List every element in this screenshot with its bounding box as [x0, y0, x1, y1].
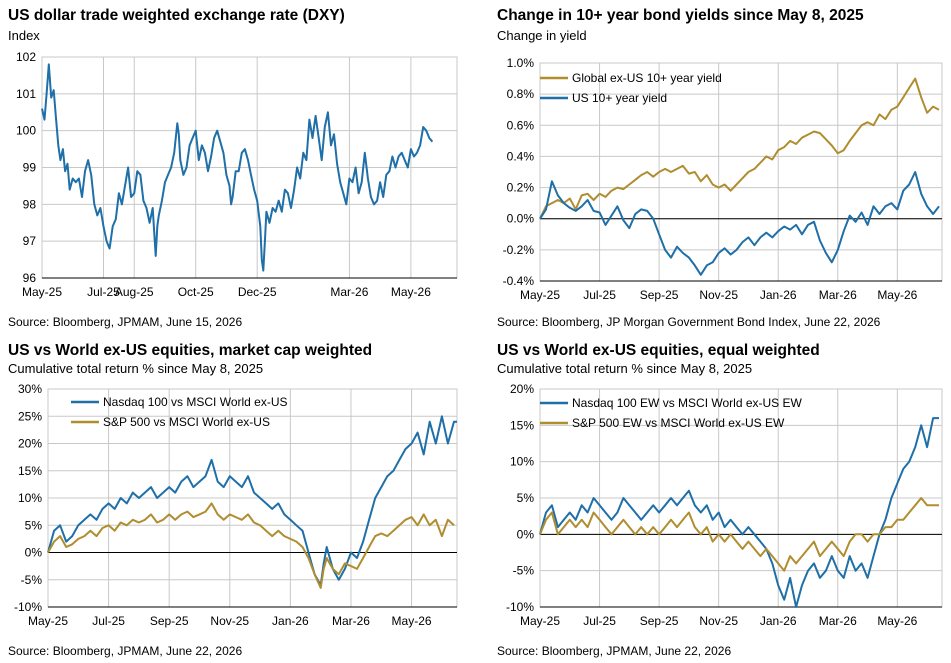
- x-tick-label: Jul-25: [583, 614, 616, 628]
- x-tick-label: Nov-25: [699, 288, 738, 302]
- y-tick-label: 15%: [18, 464, 42, 478]
- series-line-dxy-0: [41, 63, 434, 272]
- y-tick-label: -10%: [506, 600, 534, 614]
- x-tick-label: May-25: [22, 285, 62, 299]
- chart-source: Source: Bloomberg, JPMAM, June 15, 2026: [8, 315, 242, 329]
- y-tick-label: 0%: [25, 546, 43, 560]
- series-line-mcap-1: [47, 502, 455, 589]
- y-tick-label: 100: [16, 124, 36, 138]
- x-tick-label: May-26: [877, 614, 917, 628]
- x-tick-label: Jan-26: [760, 288, 797, 302]
- chart-subtitle: Change in yield: [497, 28, 587, 43]
- x-tick-label: Oct-25: [178, 285, 214, 299]
- chart-panel-dxy: US dollar trade weighted exchange rate (…: [8, 7, 458, 329]
- x-tick-label: Dec-25: [238, 285, 277, 299]
- chart-source: Source: Bloomberg, JPMAM, June 22, 2026: [497, 644, 731, 658]
- y-tick-label: 0.0%: [507, 212, 535, 226]
- x-tick-label: May-26: [877, 288, 917, 302]
- x-tick-label: May-25: [520, 288, 560, 302]
- y-tick-label: 25%: [18, 409, 42, 423]
- y-tick-label: -5%: [21, 573, 43, 587]
- chart-title: US vs World ex-US equities, market cap w…: [8, 342, 372, 359]
- chart-source: Source: Bloomberg, JPMAM, June 22, 2026: [8, 644, 242, 658]
- legend-label: Nasdaq 100 EW vs MSCI World ex-US EW: [572, 396, 803, 410]
- x-tick-label: Mar-26: [332, 614, 370, 628]
- legend-label: Global ex-US 10+ year yield: [572, 71, 722, 85]
- y-tick-label: 97: [23, 234, 37, 248]
- x-tick-label: Sep-25: [150, 614, 189, 628]
- x-tick-label: Sep-25: [640, 288, 679, 302]
- y-tick-label: 101: [16, 87, 36, 101]
- chart-panel-bond: Change in 10+ year bond yields since May…: [497, 7, 943, 329]
- series-line-bond-0: [539, 77, 940, 220]
- x-tick-label: Mar-26: [330, 285, 368, 299]
- y-tick-label: 0.6%: [507, 118, 535, 132]
- chart-panel-mcap: US vs World ex-US equities, market cap w…: [8, 342, 458, 658]
- chart-subtitle: Index: [8, 28, 40, 43]
- x-tick-label: May-25: [520, 614, 560, 628]
- x-tick-label: May-25: [28, 614, 68, 628]
- series-line-bond-1: [539, 171, 940, 276]
- chart-title: Change in 10+ year bond yields since May…: [497, 7, 864, 24]
- y-tick-label: 0.8%: [507, 87, 535, 101]
- x-tick-label: Jul-25: [583, 288, 616, 302]
- chart-source: Source: Bloomberg, JP Morgan Government …: [497, 315, 881, 329]
- y-tick-label: 0.2%: [507, 181, 535, 195]
- chart-title: US dollar trade weighted exchange rate (…: [8, 7, 345, 24]
- x-tick-label: Jul-25: [92, 614, 125, 628]
- x-tick-label: May-26: [392, 614, 432, 628]
- x-tick-label: Mar-26: [819, 614, 857, 628]
- y-tick-label: -10%: [14, 600, 42, 614]
- y-tick-label: 10%: [18, 491, 42, 505]
- y-tick-label: 1.0%: [507, 56, 535, 70]
- y-tick-label: 5%: [517, 491, 535, 505]
- y-tick-label: 10%: [510, 455, 534, 469]
- x-tick-label: Jan-26: [272, 614, 309, 628]
- legend-label: S&P 500 EW vs MSCI World ex-US EW: [572, 416, 785, 430]
- y-tick-label: 30%: [18, 382, 42, 396]
- legend-label: Nasdaq 100 vs MSCI World ex-US: [103, 395, 288, 409]
- y-tick-label: 20%: [18, 437, 42, 451]
- y-tick-label: -0.2%: [503, 243, 535, 257]
- series-line-mcap-0: [47, 415, 457, 587]
- chart-subtitle: Cumulative total return % since May 8, 2…: [497, 361, 752, 376]
- legend-label: US 10+ year yield: [572, 91, 667, 105]
- series-line-ew-1: [539, 497, 939, 572]
- y-tick-label: 0%: [517, 527, 535, 541]
- x-tick-label: Aug-25: [115, 285, 154, 299]
- y-tick-label: 99: [23, 161, 37, 175]
- y-tick-label: 15%: [510, 418, 534, 432]
- y-tick-label: -5%: [513, 564, 535, 578]
- x-tick-label: Mar-26: [819, 288, 857, 302]
- y-tick-label: 0.4%: [507, 149, 535, 163]
- x-tick-label: Sep-25: [640, 614, 679, 628]
- chart-subtitle: Cumulative total return % since May 8, 2…: [8, 361, 263, 376]
- series-line-ew-0: [539, 417, 939, 608]
- y-tick-label: 98: [23, 197, 37, 211]
- x-tick-label: May-26: [391, 285, 431, 299]
- y-tick-label: 96: [23, 271, 37, 285]
- x-tick-label: Jul-25: [87, 285, 120, 299]
- y-tick-label: 20%: [510, 382, 534, 396]
- y-tick-label: -0.4%: [503, 274, 535, 288]
- x-tick-label: Jan-26: [760, 614, 797, 628]
- x-tick-label: Nov-25: [210, 614, 249, 628]
- y-tick-label: 102: [16, 50, 36, 64]
- x-tick-label: Nov-25: [699, 614, 738, 628]
- legend-label: S&P 500 vs MSCI World ex-US: [103, 415, 270, 429]
- chart-title: US vs World ex-US equities, equal weight…: [497, 342, 820, 359]
- y-tick-label: 5%: [25, 518, 43, 532]
- chart-panel-ew: US vs World ex-US equities, equal weight…: [497, 342, 943, 658]
